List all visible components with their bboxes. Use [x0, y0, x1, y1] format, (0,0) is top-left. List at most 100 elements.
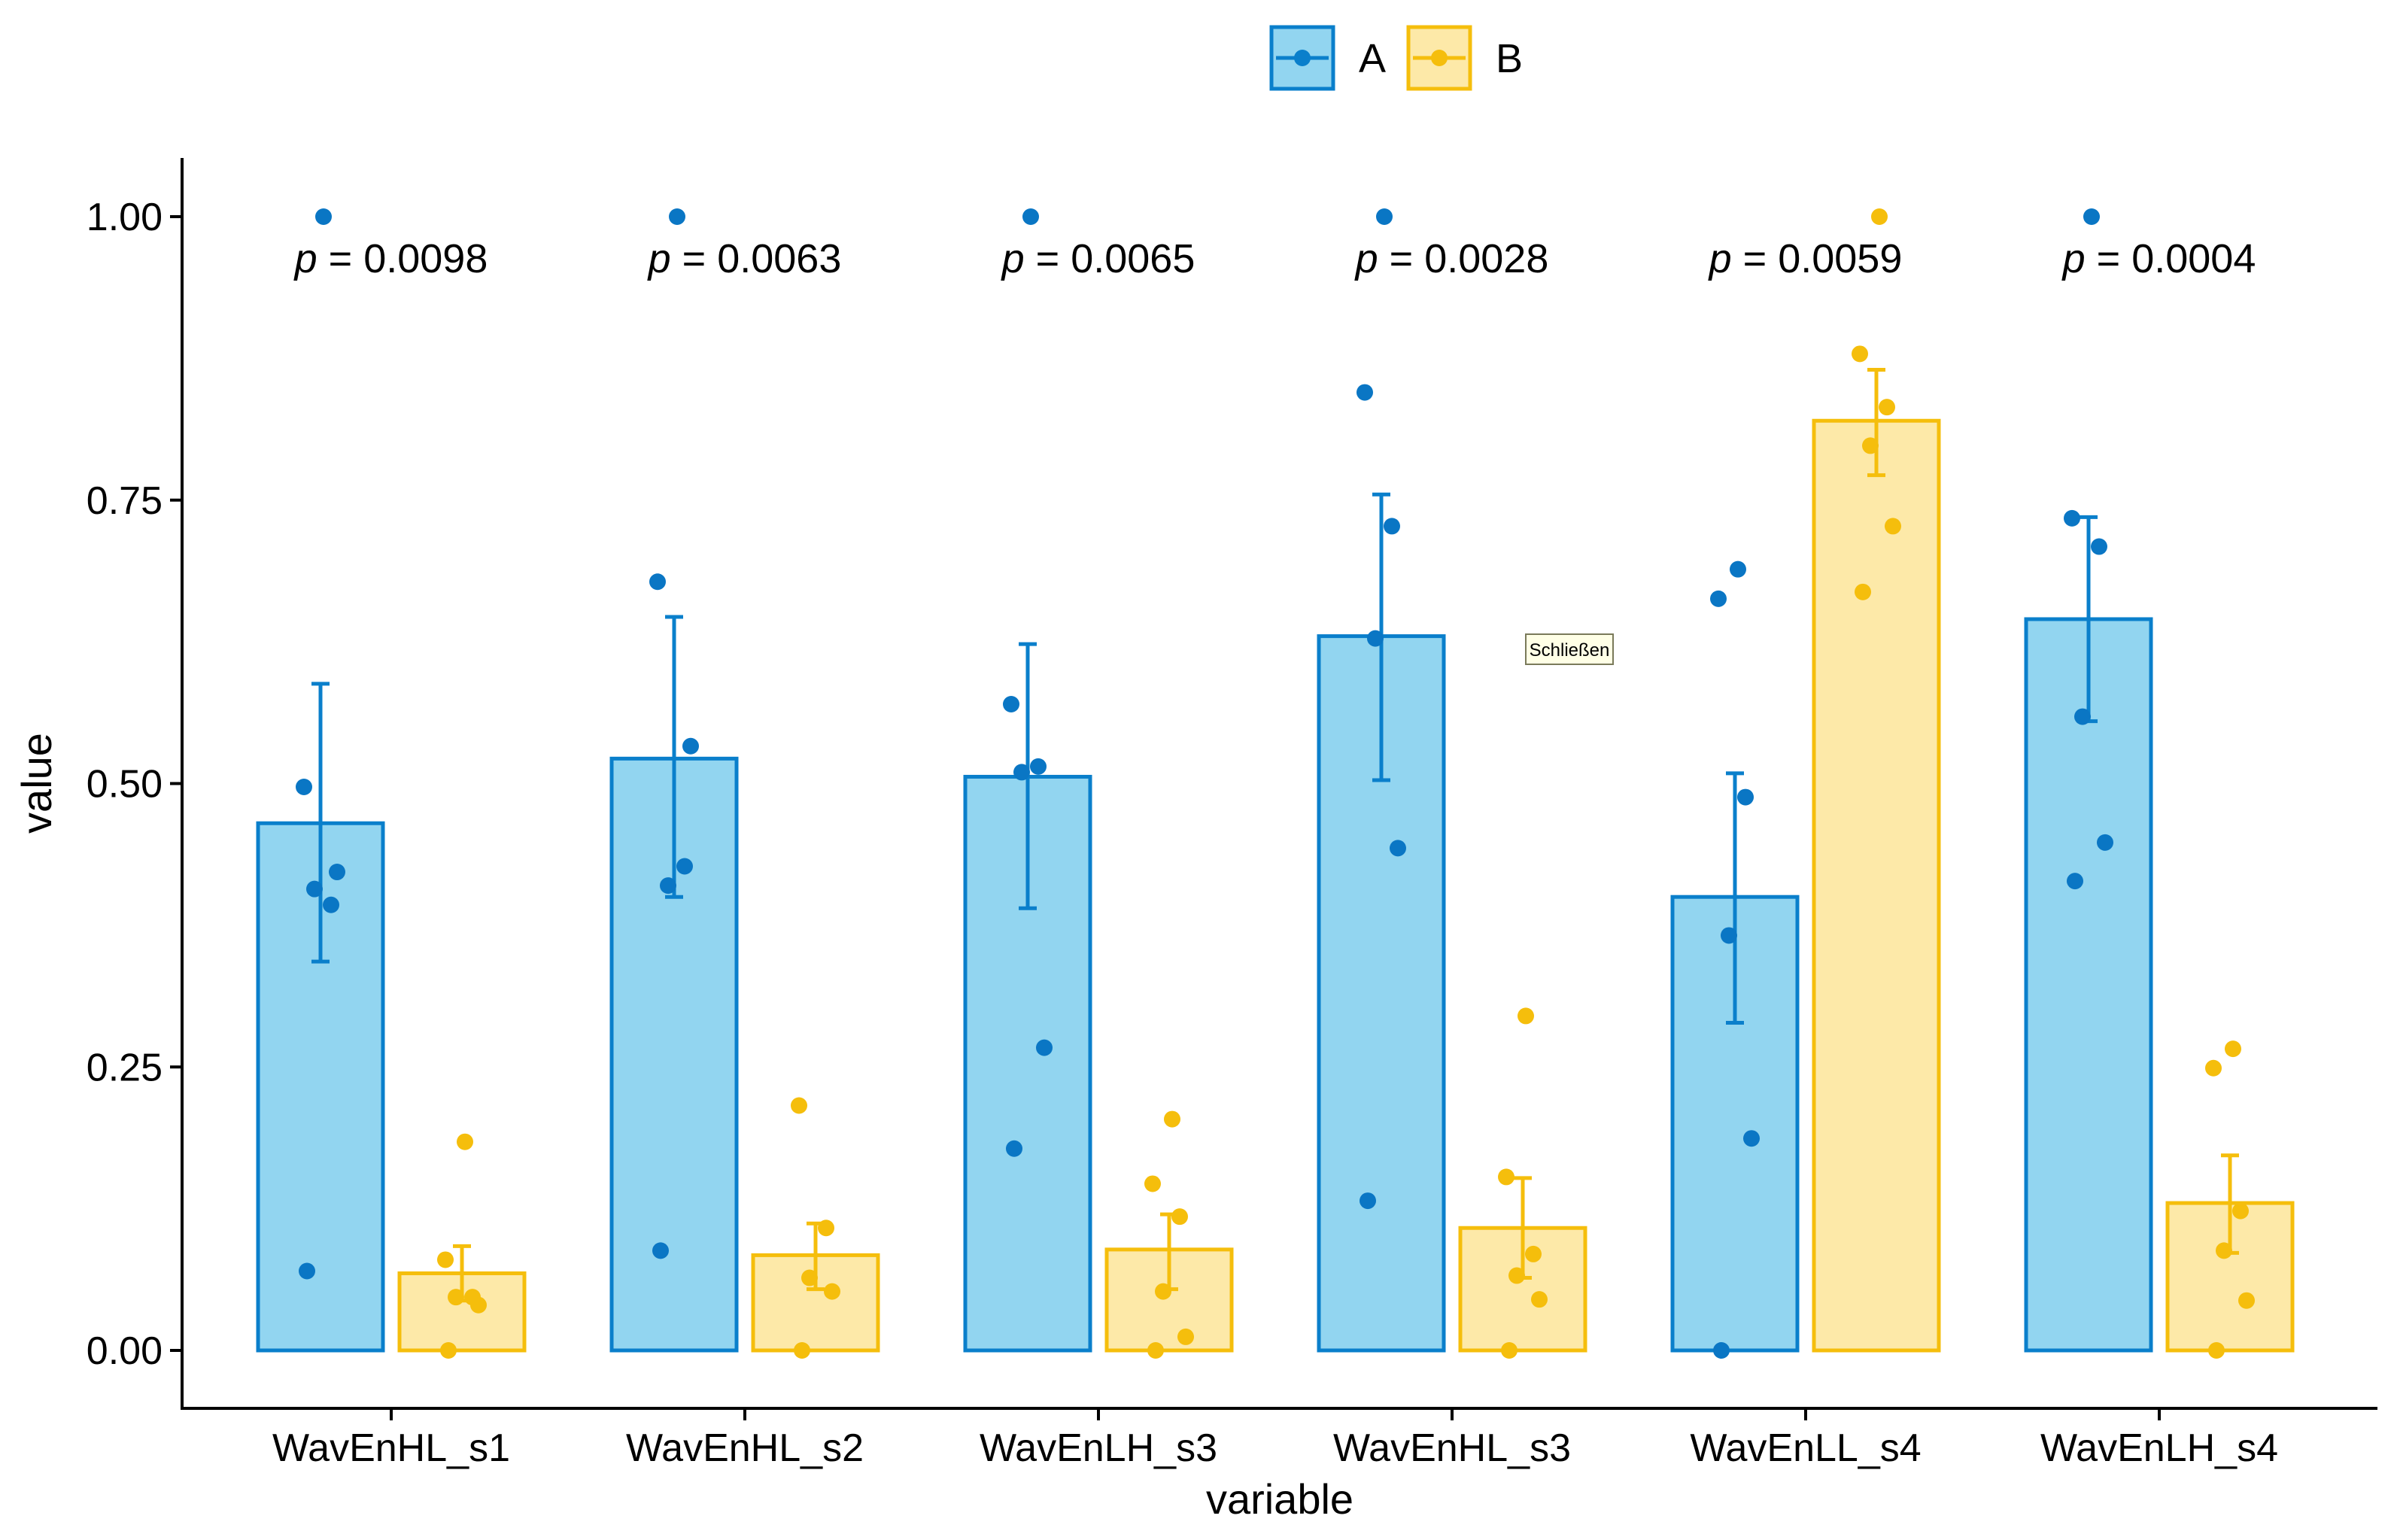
legend-item-B: B: [1406, 25, 1523, 91]
data-point-A-WavEnLH_s3: [1013, 764, 1030, 781]
p-value-text: = 0.0098: [317, 236, 488, 281]
data-point-B-WavEnHL_s1: [440, 1342, 457, 1359]
data-point-A-WavEnHL_s1: [315, 208, 332, 225]
data-point-B-WavEnLH_s3: [1171, 1208, 1188, 1226]
data-point-B-WavEnLH_s3: [1155, 1283, 1171, 1300]
data-point-A-WavEnHL_s3: [1384, 518, 1400, 535]
p-value-annotations: p = 0.0098 p = 0.0063 p = 0.0065 p = 0.0028…: [293, 236, 2256, 281]
data-point-B-WavEnHL_s2: [794, 1342, 810, 1359]
x-tick-label: WavEnHL_s3: [1333, 1426, 1571, 1470]
data-point-A-WavEnHL_s1: [323, 896, 339, 913]
data-point-B-WavEnLL_s4: [1885, 518, 1901, 535]
data-point-B-WavEnLL_s4: [1855, 583, 1871, 600]
data-point-B-WavEnLH_s3: [1147, 1342, 1164, 1359]
data-point-B-WavEnLH_s4: [2238, 1292, 2255, 1309]
data-point-B-WavEnHL_s2: [801, 1269, 818, 1286]
y-tick-label: 0.75: [87, 479, 163, 523]
data-point-A-WavEnLH_s3: [1022, 208, 1039, 225]
data-point-B-WavEnHL_s1: [448, 1289, 464, 1306]
legend-item-A: A: [1269, 25, 1386, 91]
data-point-A-WavEnLH_s3: [1030, 758, 1047, 775]
p-value-WavEnLL_s4: p = 0.0059: [1708, 236, 1903, 281]
data-point-A-WavEnHL_s2: [669, 208, 685, 225]
data-point-B-WavEnHL_s2: [824, 1283, 840, 1300]
data-point-B-WavEnHL_s3: [1501, 1342, 1518, 1359]
data-point-A-WavEnHL_s3: [1356, 384, 1373, 401]
data-point-A-WavEnLL_s4: [1713, 1342, 1730, 1359]
data-point-A-WavEnLH_s4: [2097, 834, 2113, 851]
data-point-B-WavEnHL_s1: [457, 1133, 473, 1150]
data-point-B-WavEnHL_s1: [437, 1251, 454, 1268]
data-point-B-WavEnHL_s2: [791, 1097, 807, 1114]
data-point-A-WavEnLH_s4: [2091, 538, 2107, 555]
data-point-A-WavEnLH_s4: [2067, 873, 2083, 890]
data-point-B-WavEnLH_s3: [1144, 1175, 1161, 1192]
data-point-A-WavEnHL_s3: [1376, 208, 1393, 225]
data-point-B-WavEnHL_s3: [1531, 1291, 1548, 1308]
data-point-A-WavEnLL_s4: [1710, 590, 1727, 607]
data-point-A-WavEnLL_s4: [1743, 1130, 1760, 1147]
tooltip-schliessen[interactable]: Schließen: [1525, 633, 1614, 665]
p-value-WavEnLH_s3: p = 0.0065: [1001, 236, 1195, 281]
data-point-A-WavEnHL_s3: [1367, 630, 1384, 647]
p-symbol: p: [1708, 236, 1732, 281]
tooltip-text: Schließen: [1530, 640, 1610, 661]
points-group: [296, 208, 2255, 1359]
data-point-B-WavEnLH_s4: [2232, 1202, 2249, 1220]
data-point-B-WavEnLL_s4: [1879, 399, 1895, 416]
data-point-A-WavEnHL_s3: [1360, 1192, 1376, 1210]
data-point-A-WavEnLL_s4: [1721, 927, 1737, 944]
data-point-A-WavEnLH_s4: [2064, 509, 2080, 527]
y-tick-label: 1.00: [87, 196, 163, 239]
p-value-text: = 0.0004: [2086, 236, 2256, 281]
error-bars-group: [311, 367, 2239, 1303]
data-point-A-WavEnHL_s2: [660, 877, 676, 895]
data-point-B-WavEnHL_s3: [1508, 1267, 1525, 1284]
p-symbol: p: [293, 236, 317, 281]
bar-B-WavEnLL_s4: [1812, 418, 1941, 1353]
legend-key-dot-B: [1431, 50, 1448, 66]
legend-label-B: B: [1496, 36, 1523, 81]
p-value-text: = 0.0063: [671, 236, 842, 281]
p-value-text: = 0.0065: [1025, 236, 1195, 281]
bars-group: [256, 418, 2295, 1353]
p-value-text: = 0.0028: [1378, 236, 1549, 281]
x-tick-label: WavEnLL_s4: [1690, 1426, 1921, 1470]
p-value-WavEnHL_s2: p = 0.0063: [647, 236, 842, 281]
x-axis-title: variable: [1206, 1475, 1353, 1523]
data-point-B-WavEnLH_s4: [2216, 1242, 2232, 1259]
data-point-B-WavEnLH_s4: [2208, 1342, 2225, 1359]
legend-label-A: A: [1359, 36, 1386, 81]
p-symbol: p: [2061, 236, 2086, 281]
data-point-B-WavEnLH_s4: [2205, 1059, 2222, 1077]
data-point-B-WavEnLL_s4: [1871, 208, 1888, 225]
data-point-B-WavEnLH_s4: [2225, 1040, 2241, 1058]
data-point-A-WavEnLH_s4: [2083, 208, 2100, 225]
data-point-A-WavEnHL_s1: [296, 779, 312, 796]
tooltip-box: [1525, 633, 1614, 665]
x-tick-label: WavEnHL_s2: [626, 1426, 864, 1470]
data-point-A-WavEnHL_s3: [1390, 840, 1406, 857]
data-point-B-WavEnHL_s1: [464, 1289, 481, 1306]
data-point-B-WavEnHL_s2: [818, 1220, 834, 1237]
data-point-A-WavEnHL_s1: [329, 864, 345, 881]
x-tick-label: WavEnLH_s4: [2040, 1426, 2278, 1470]
bar-A-WavEnLH_s4: [2024, 617, 2153, 1353]
data-point-B-WavEnLL_s4: [1852, 345, 1868, 363]
data-point-A-WavEnLL_s4: [1737, 788, 1754, 806]
axes: 0.00 0.25 0.50 0.75 1.00 WavEnHL_s1 WavEnHL_s2…: [13, 158, 2377, 1523]
data-point-A-WavEnHL_s2: [652, 1242, 669, 1259]
data-point-B-WavEnLH_s3: [1177, 1328, 1194, 1345]
p-symbol: p: [647, 236, 671, 281]
p-symbol: p: [1001, 236, 1025, 281]
data-point-A-WavEnHL_s2: [676, 858, 693, 875]
legend-key-dot-A: [1294, 50, 1311, 66]
data-point-B-WavEnHL_s3: [1518, 1007, 1534, 1025]
data-point-B-WavEnHL_s3: [1498, 1168, 1514, 1186]
data-point-B-WavEnLL_s4: [1862, 437, 1879, 454]
p-value-WavEnHL_s3: p = 0.0028: [1354, 236, 1549, 281]
data-point-A-WavEnHL_s2: [682, 737, 699, 755]
data-point-A-WavEnLH_s3: [1036, 1039, 1053, 1056]
